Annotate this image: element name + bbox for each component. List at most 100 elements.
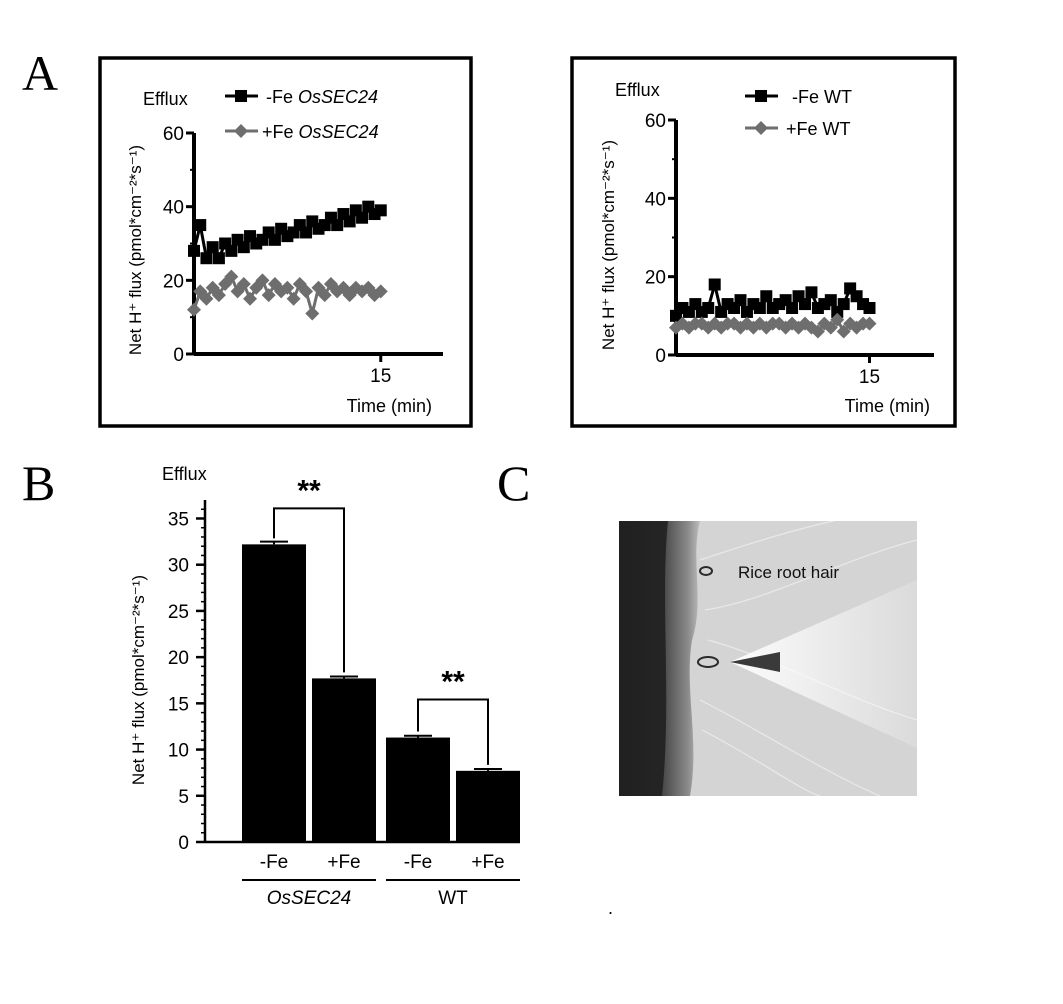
panel-a-right-legend: -Fe WT +Fe WT: [745, 87, 852, 139]
y-tick-label: 25: [168, 602, 189, 623]
data-point-diamond: [305, 306, 320, 321]
y-tick-label: 10: [168, 741, 189, 762]
panel-c-micrograph: Rice root hair: [619, 521, 917, 796]
data-point-diamond: [862, 316, 877, 331]
panel-a-right-ylabel: Net H⁺ flux (pmol*cm⁻²*s⁻¹): [599, 140, 618, 350]
bar: [386, 737, 450, 842]
data-point-diamond: [280, 280, 295, 295]
y-tick-label: 20: [163, 271, 184, 292]
data-point-square: [824, 294, 837, 307]
panel-a-left-plot: 0 20 40 60 15: [163, 124, 443, 387]
data-point-diamond: [199, 291, 214, 306]
legend-label-plus-fe-ossec24: +Fe OsSEC24: [262, 122, 379, 142]
data-point-square: [863, 302, 876, 314]
electrode-beam: [730, 580, 917, 748]
significance-label: **: [441, 666, 465, 699]
data-point-diamond: [836, 324, 851, 339]
panel-a-left-legend: -Fe OsSEC24 +Fe OsSEC24: [225, 87, 379, 142]
data-point-square: [702, 302, 715, 314]
data-point-square: [331, 219, 344, 232]
panel-a-left-chart: Efflux Net H⁺ flux (pmol*cm⁻²*s⁻¹) Time …: [98, 56, 473, 428]
data-point-square: [760, 290, 773, 303]
data-point-diamond: [261, 288, 276, 303]
x-tick-label: 15: [370, 366, 391, 387]
legend-label-minus-fe-wt: -Fe WT: [792, 87, 852, 107]
x-tick-label: +Fe: [327, 852, 360, 873]
y-tick-label: 60: [163, 124, 184, 145]
data-point-diamond: [255, 273, 270, 288]
data-point-square: [753, 302, 766, 314]
panel-b-plot: 0 5 10 15 20 25 30 35 -Fe +Fe -Fe +Fe OsSEC24 WT ** **: [168, 474, 520, 909]
panel-label-a: A: [22, 45, 58, 101]
data-point-square: [212, 252, 225, 265]
data-point-square: [734, 294, 747, 307]
panel-a-right-chart: Efflux Net H⁺ flux (pmol*cm⁻²*s⁻¹) Time …: [570, 56, 957, 428]
data-point-square: [799, 298, 811, 311]
panel-label-c: C: [497, 455, 530, 511]
data-point-square: [268, 233, 281, 246]
legend-marker-square: [755, 90, 767, 102]
electrode-tip: [730, 652, 780, 672]
panel-a-left-corner-label: Efflux: [143, 89, 188, 109]
data-point-square: [237, 241, 250, 254]
stray-dot: .: [608, 898, 613, 918]
legend-marker-square: [235, 90, 247, 102]
data-point-diamond: [373, 284, 388, 299]
significance-bracket: [417, 698, 489, 765]
group-label: OsSEC24: [267, 888, 351, 909]
panel-a-right-corner-label: Efflux: [615, 80, 660, 100]
y-tick-label: 35: [168, 509, 189, 530]
data-point-diamond: [286, 291, 301, 306]
micrograph-label: Rice root hair: [738, 563, 839, 582]
data-point-square: [200, 252, 213, 265]
root-dark-core: [619, 521, 668, 796]
legend-label-plus-fe-wt: +Fe WT: [786, 119, 851, 139]
data-point-diamond: [299, 284, 314, 299]
y-tick-label: 0: [655, 346, 666, 367]
x-tick-label: -Fe: [260, 852, 289, 873]
panel-a-right-plot: 0 20 40 60 15: [645, 111, 934, 388]
data-point-square: [356, 211, 369, 224]
significance-bracket: [273, 507, 345, 673]
y-tick-label: 15: [168, 694, 189, 715]
significance-label: **: [297, 474, 321, 507]
y-tick-label: 5: [178, 787, 189, 808]
data-point-square: [708, 278, 721, 291]
panel-a-left-ylabel: Net H⁺ flux (pmol*cm⁻²*s⁻¹): [126, 145, 145, 355]
root-hair-target: [697, 656, 719, 668]
data-point-diamond: [823, 320, 838, 335]
bar: [312, 678, 376, 842]
y-tick-label: 20: [645, 268, 666, 289]
y-tick-label: 30: [168, 556, 189, 577]
bar: [456, 770, 520, 842]
root-hair-tip: [699, 566, 713, 576]
y-tick-label: 0: [178, 833, 189, 854]
data-point-square: [188, 244, 200, 257]
data-point-square: [300, 226, 313, 239]
group-label: WT: [438, 888, 468, 909]
data-point-square: [786, 302, 799, 314]
data-point-diamond: [243, 291, 258, 306]
legend-marker-diamond: [754, 121, 768, 135]
panel-label-b: B: [22, 455, 55, 511]
panel-b-corner-label: Efflux: [162, 464, 207, 484]
x-tick-label: +Fe: [471, 852, 504, 873]
panel-a-right-frame: [570, 56, 957, 428]
data-point-square: [225, 244, 238, 257]
legend-label-minus-fe-ossec24: -Fe OsSEC24: [266, 87, 378, 107]
data-point-diamond: [236, 277, 251, 292]
x-tick-label: -Fe: [404, 852, 433, 873]
panel-a-left-frame: [98, 56, 473, 428]
y-tick-label: 0: [173, 345, 184, 366]
y-tick-label: 40: [163, 198, 184, 219]
data-point-diamond: [810, 324, 825, 339]
data-point-diamond: [317, 288, 332, 303]
legend-marker-diamond: [234, 124, 248, 138]
y-tick-label: 20: [168, 648, 189, 669]
panel-a-right-xlabel: Time (min): [845, 396, 930, 416]
bar: [242, 544, 306, 842]
data-point-square: [343, 215, 356, 228]
data-point-square: [805, 286, 818, 299]
panel-b-ylabel: Net H⁺ flux (pmol*cm⁻²*s⁻¹): [129, 575, 148, 785]
